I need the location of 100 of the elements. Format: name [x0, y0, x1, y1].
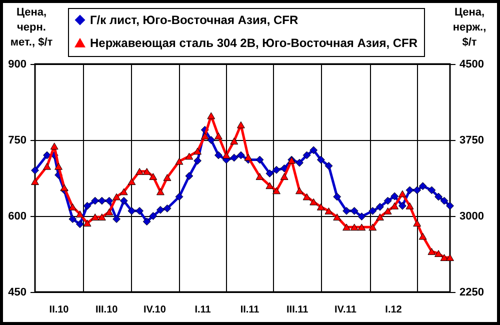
- point: [333, 192, 342, 201]
- point: [256, 173, 264, 180]
- point: [43, 151, 51, 160]
- point: [120, 196, 128, 205]
- point: [272, 166, 280, 174]
- point: [418, 232, 427, 240]
- point: [350, 206, 358, 215]
- x-tick-label: III.11: [286, 304, 309, 316]
- point: [149, 173, 158, 180]
- point: [105, 196, 114, 205]
- y-tick-label: 900: [8, 58, 26, 70]
- point: [428, 248, 436, 255]
- point: [83, 220, 92, 227]
- point: [236, 121, 245, 128]
- point: [175, 158, 184, 165]
- point: [390, 202, 399, 210]
- point: [76, 220, 84, 228]
- x-tick-label: II.11: [240, 304, 260, 316]
- point: [68, 215, 77, 223]
- point: [120, 188, 128, 196]
- point: [156, 206, 164, 214]
- point: [440, 254, 448, 262]
- point: [185, 172, 194, 180]
- point: [222, 152, 230, 159]
- y2-tick-label: 4500: [460, 58, 484, 70]
- point: [156, 188, 164, 196]
- point: [98, 196, 106, 205]
- x-tick-label: IV.11: [334, 304, 357, 316]
- point: [200, 132, 209, 140]
- y2-tick-label: 3750: [460, 134, 484, 146]
- point: [236, 151, 245, 160]
- point: [60, 184, 68, 192]
- point: [368, 224, 377, 231]
- point: [440, 196, 448, 205]
- point: [31, 166, 39, 174]
- point: [446, 254, 454, 262]
- point: [50, 142, 58, 150]
- point: [280, 173, 288, 180]
- point: [207, 112, 216, 120]
- point: [112, 215, 120, 223]
- point: [136, 206, 144, 215]
- point: [390, 192, 399, 200]
- point: [214, 151, 222, 160]
- point: [83, 202, 92, 210]
- point: [376, 202, 384, 211]
- point: [194, 156, 202, 165]
- point: [68, 203, 77, 210]
- point: [105, 208, 114, 216]
- point: [384, 196, 392, 205]
- point: [91, 214, 100, 220]
- point: [128, 206, 136, 215]
- x-tick-label: III.10: [95, 304, 118, 316]
- point: [207, 136, 216, 144]
- y-tick-label: 600: [8, 210, 26, 222]
- point: [428, 186, 436, 194]
- point: [142, 168, 151, 175]
- y2-axis-title: Цена, нерж., $/т: [452, 6, 486, 48]
- point: [310, 198, 318, 206]
- point: [368, 206, 377, 215]
- point: [398, 190, 406, 198]
- point: [230, 154, 238, 162]
- point: [350, 224, 358, 231]
- point: [194, 148, 202, 155]
- point: [376, 214, 384, 220]
- y-tick-label: 750: [8, 134, 26, 146]
- point: [163, 174, 172, 181]
- x-tick-label: IV.10: [143, 304, 166, 316]
- point: [163, 204, 172, 212]
- point: [398, 202, 406, 210]
- point: [244, 154, 252, 161]
- point: [406, 202, 414, 210]
- point: [272, 187, 280, 194]
- point: [91, 196, 100, 205]
- point: [324, 207, 333, 214]
- legend-label: Г/к лист, Юго-Восточная Азия, CFR: [90, 13, 298, 27]
- point: [280, 164, 288, 172]
- point: [149, 212, 158, 220]
- point: [185, 152, 194, 160]
- point: [418, 182, 427, 190]
- point: [358, 224, 366, 231]
- point: [434, 192, 442, 201]
- point: [256, 156, 264, 164]
- point: [406, 186, 414, 194]
- x-tick-label: II.10: [49, 304, 70, 316]
- point: [324, 162, 333, 170]
- point: [434, 250, 442, 257]
- point: [136, 168, 144, 175]
- point: [446, 202, 454, 210]
- point: [296, 158, 304, 167]
- point: [333, 214, 342, 220]
- point: [342, 206, 350, 215]
- point: [358, 212, 366, 220]
- point: [214, 132, 222, 140]
- point: [43, 162, 51, 170]
- point: [266, 182, 274, 190]
- point: [342, 224, 350, 231]
- point: [316, 156, 325, 164]
- point: [266, 169, 274, 178]
- point: [296, 187, 304, 194]
- x-tick-label: I.12: [385, 304, 402, 316]
